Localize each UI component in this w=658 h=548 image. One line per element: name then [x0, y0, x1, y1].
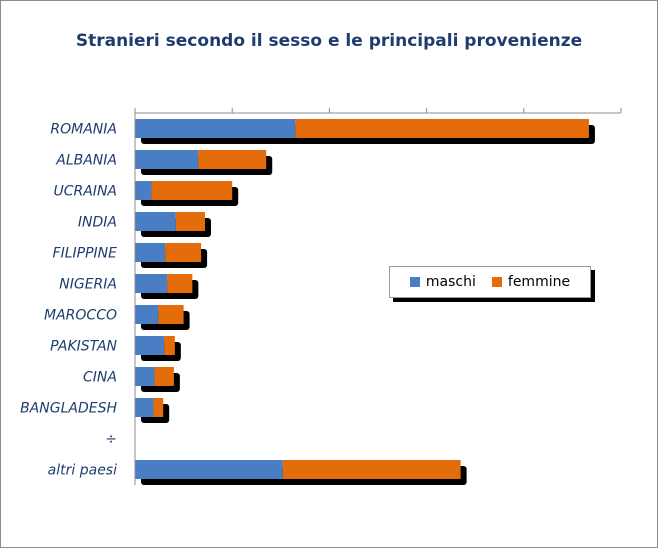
category-label-cina: CINA: [83, 370, 117, 386]
category-label-albania: ALBANIA: [55, 153, 117, 169]
legend-label-femmine: femmine: [507, 274, 571, 290]
axes: [134, 108, 622, 485]
legend-entry-maschi: maschi: [409, 274, 476, 290]
bar-femmine-pakistan: [164, 336, 175, 355]
bar-femmine-india: [175, 212, 205, 231]
bar-maschi-cina: [135, 367, 155, 386]
chart-title: Stranieri secondo il sesso e le principa…: [75, 31, 583, 51]
bar-maschi-nigeria: [135, 274, 168, 293]
bar-femmine-albania: [198, 150, 267, 169]
bar-femmine-filippine: [165, 243, 202, 262]
bar-maschi-bangladesh: [135, 398, 154, 417]
bar-maschi-filippine: [135, 243, 166, 262]
bar-femmine-bangladesh: [153, 398, 164, 417]
legend-label-maschi: maschi: [425, 274, 476, 290]
category-label-marocco: MAROCCO: [44, 308, 117, 324]
category-label-divider: ÷: [105, 432, 117, 448]
category-label-nigeria: NIGERIA: [59, 277, 117, 293]
bar-shadows: [141, 125, 595, 485]
bars: [135, 119, 589, 479]
category-label-altri-paesi: altri paesi: [48, 463, 117, 479]
bar-femmine-altri-paesi: [282, 460, 461, 479]
bar-femmine-cina: [154, 367, 174, 386]
bar-femmine-ucraina: [151, 181, 233, 200]
category-label-pakistan: PAKISTAN: [50, 339, 117, 355]
bar-maschi-pakistan: [135, 336, 165, 355]
category-label-bangladesh: BANGLADESH: [20, 401, 117, 417]
bar-maschi-romania: [135, 119, 296, 138]
bar-maschi-marocco: [135, 305, 159, 324]
bar-maschi-albania: [135, 150, 199, 169]
bar-maschi-ucraina: [135, 181, 152, 200]
category-label-ucraina: UCRAINA: [53, 184, 117, 200]
category-labels: ROMANIA ALBANIA UCRAINA INDIA FILIPPINE NIGER…: [20, 122, 117, 479]
legend-entry-femmine: femmine: [491, 274, 571, 290]
legend-swatch-femmine: [491, 277, 502, 287]
bar-maschi-altri-paesi: [135, 460, 283, 479]
category-label-filippine: FILIPPINE: [53, 246, 118, 262]
bar-femmine-romania: [295, 119, 589, 138]
legend-swatch-maschi: [409, 277, 420, 287]
category-label-india: INDIA: [78, 215, 117, 231]
bar-maschi-india: [135, 212, 176, 231]
legend: maschi femmine: [389, 266, 591, 298]
category-label-romania: ROMANIA: [50, 122, 117, 138]
bar-femmine-marocco: [158, 305, 184, 324]
bar-femmine-nigeria: [167, 274, 193, 293]
